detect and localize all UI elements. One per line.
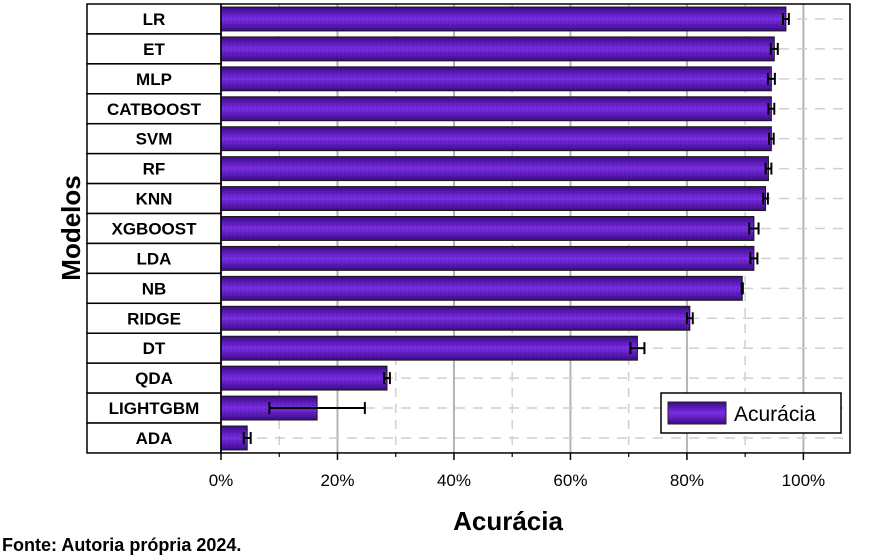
bar-texture — [221, 7, 786, 31]
bar-texture — [221, 36, 775, 61]
category-labels: LR ET MLP CATBOOST SVM RF KNN XGBOOST LDA NB RIDGE… — [86, 3, 222, 454]
category-cell — [86, 392, 222, 424]
category-label: SVM — [136, 130, 173, 149]
bar-texture — [221, 186, 766, 211]
category-label: KNN — [136, 190, 173, 209]
category-cell — [86, 122, 222, 155]
bar-texture — [221, 246, 754, 271]
x-axis-title: Acurácia — [453, 506, 563, 536]
legend-label: Acurácia — [734, 403, 816, 426]
bars — [220, 6, 790, 451]
category-label: RIDGE — [127, 309, 181, 328]
category-label: QDA — [135, 369, 173, 388]
source-footer: Fonte: Autoria própria 2024. — [2, 535, 242, 555]
bar-texture — [221, 276, 743, 301]
x-tick-label: 40% — [437, 471, 471, 490]
category-label: ET — [143, 40, 165, 59]
category-label: DT — [143, 339, 166, 358]
bar-texture — [221, 96, 772, 121]
y-axis-title: Modelos — [56, 175, 86, 280]
category-label: CATBOOST — [107, 100, 202, 119]
bar-texture — [221, 126, 772, 151]
category-label: LDA — [137, 249, 172, 268]
category-label: LR — [143, 10, 166, 29]
bar-texture — [221, 156, 769, 181]
x-tick-label: 100% — [782, 471, 825, 490]
x-tick-label: 60% — [553, 471, 587, 490]
category-cell — [86, 152, 222, 185]
category-label: RF — [143, 160, 166, 179]
category-cell — [86, 272, 222, 305]
category-label: MLP — [136, 70, 172, 89]
category-label: XGBOOST — [111, 219, 197, 238]
category-cell — [86, 182, 222, 215]
x-tick-label: 20% — [320, 471, 354, 490]
bar-texture — [221, 366, 387, 391]
category-cell — [86, 422, 222, 454]
legend: Acurácia — [660, 392, 842, 434]
x-tick-label: 0% — [209, 471, 234, 490]
bar-texture — [221, 216, 754, 241]
bar-texture — [221, 426, 248, 450]
plot-frame — [220, 3, 851, 454]
bar-texture — [221, 66, 772, 91]
category-label: NB — [142, 279, 167, 298]
axes: 0% 20% 40% 60% 80% 100% — [209, 3, 851, 490]
category-label: LIGHTGBM — [109, 399, 200, 418]
bar-texture — [221, 306, 690, 331]
bar-texture — [221, 336, 638, 361]
category-cell — [86, 242, 222, 275]
x-tick-label: 80% — [670, 471, 704, 490]
legend-swatch — [667, 401, 727, 425]
category-label: ADA — [136, 429, 173, 448]
category-cell — [86, 302, 222, 334]
